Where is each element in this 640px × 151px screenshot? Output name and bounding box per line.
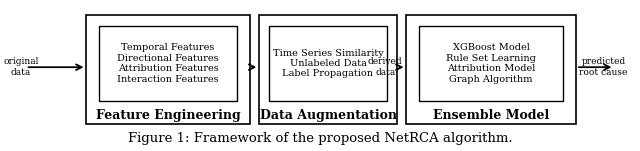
Text: Figure 1: Framework of the proposed NetRCA algorithm.: Figure 1: Framework of the proposed NetR…	[128, 132, 512, 145]
Bar	[419, 26, 563, 101]
Text: XGBoost Model
Rule Set Learning
Attribution Model
Graph Algorithm: XGBoost Model Rule Set Learning Attribut…	[446, 43, 536, 84]
Text: original
data: original data	[3, 58, 38, 77]
Text: Time Series Similarity
Unlabeled Data
Label Propagation: Time Series Similarity Unlabeled Data La…	[273, 48, 383, 78]
Bar	[99, 26, 237, 101]
Bar	[86, 15, 250, 124]
Bar	[269, 26, 387, 101]
Text: Ensemble Model: Ensemble Model	[433, 109, 549, 122]
Text: Temporal Features
Directional Features
Attribution Features
Interaction Features: Temporal Features Directional Features A…	[117, 43, 219, 84]
Text: predicted
root cause: predicted root cause	[579, 58, 628, 77]
Text: Data Augmentation: Data Augmentation	[259, 109, 397, 122]
Text: derived
data: derived data	[368, 58, 403, 77]
Bar	[259, 15, 397, 124]
Bar	[406, 15, 576, 124]
Text: Feature Engineering: Feature Engineering	[95, 109, 241, 122]
